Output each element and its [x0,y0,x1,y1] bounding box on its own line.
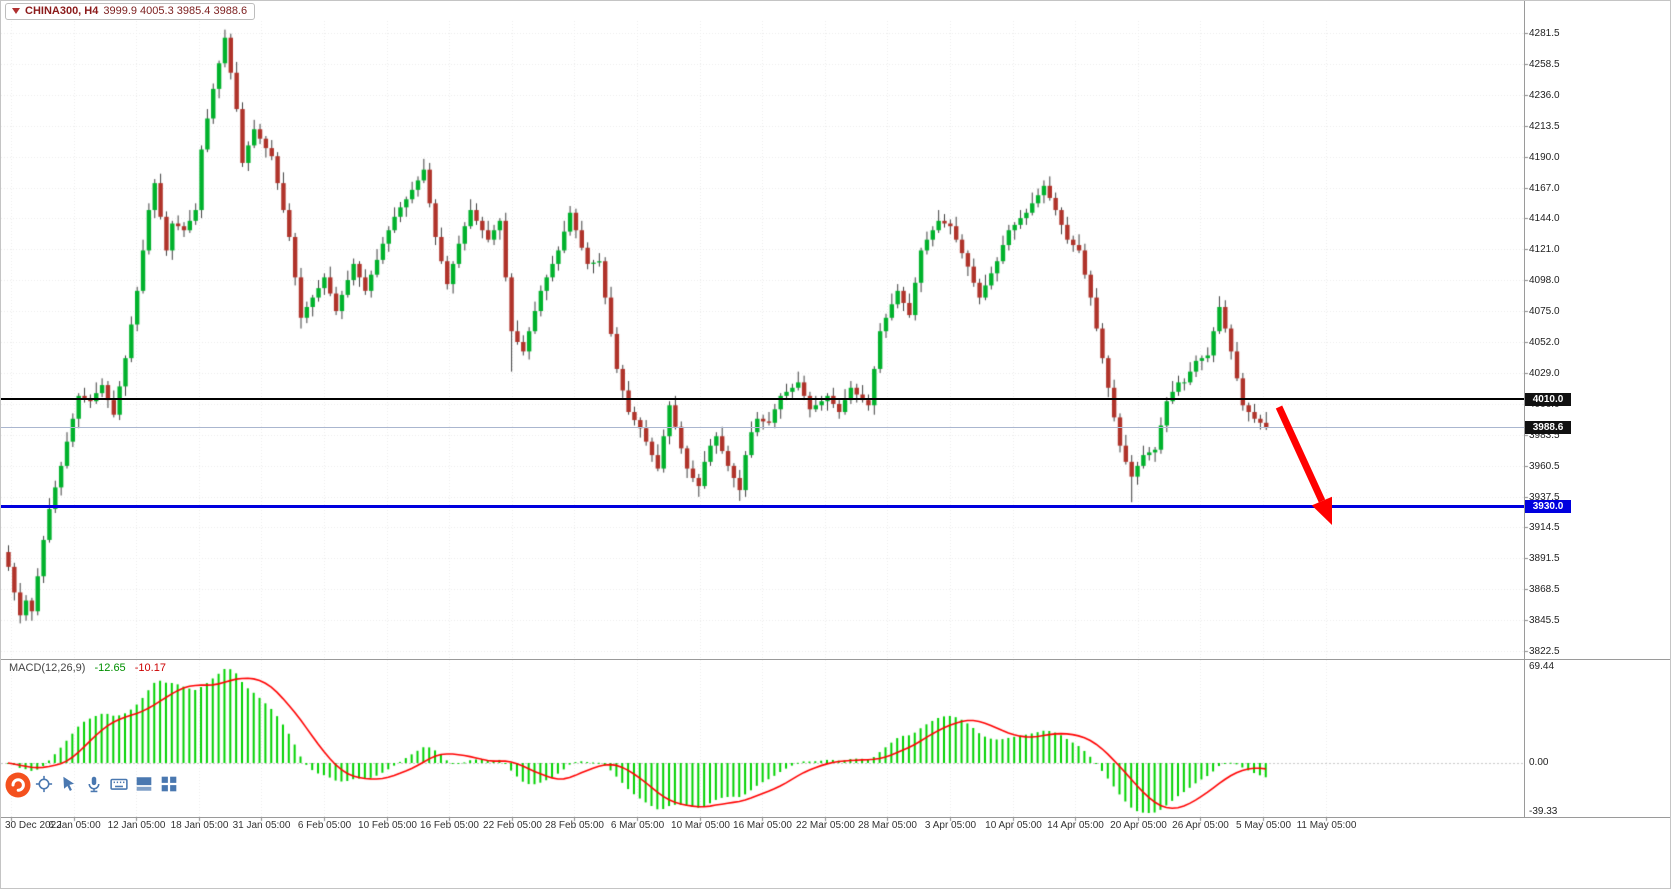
time-tick-label: 6 Jan 05:00 [48,820,101,831]
time-tick-label: 12 Jan 05:00 [107,820,166,831]
price-tick-label: 4029.0 [1529,367,1560,379]
indicator-main-value: -12.65 [94,662,126,674]
time-tick-label: 10 Apr 05:00 [985,820,1042,831]
price-tick-label: 4098.0 [1529,274,1560,286]
price-tick-label: 4213.5 [1529,120,1560,132]
price-tick-label: 4281.5 [1529,27,1560,39]
time-tick-label: 16 Feb 05:00 [420,820,479,831]
keyboard-icon[interactable] [110,775,128,793]
price-tick-label: 4144.0 [1529,212,1560,224]
recorder-logo[interactable] [4,771,32,799]
time-tick-label: 26 Apr 05:00 [1172,820,1229,831]
symbol-dropdown-icon [12,8,20,14]
current-price-badge: 3988.6 [1525,421,1571,435]
price-tick-label: 3960.5 [1529,460,1560,472]
time-tick-label: 22 Feb 05:00 [483,820,542,831]
time-tick-label: 20 Apr 05:00 [1110,820,1167,831]
time-tick-label: 6 Feb 05:00 [297,820,352,831]
price-tick-label: 4258.5 [1529,58,1560,70]
time-tick-label: 10 Feb 05:00 [358,820,417,831]
price-tick-label: 4167.0 [1529,182,1560,194]
price-tick-label: 3822.5 [1529,645,1560,657]
microphone-icon[interactable] [85,775,103,793]
macd-timeaxis-separator [1,817,1670,818]
time-tick-label: 14 Apr 05:00 [1047,820,1104,831]
price-tick-label: 3983.5 [1529,429,1560,441]
time-tick-label: 31 Jan 05:00 [232,820,291,831]
indicator-legend: MACD(12,26,9) -12.65 -10.17 [9,662,166,674]
crosshair-icon[interactable] [35,775,53,793]
price-tick-label: 3891.5 [1529,552,1560,564]
macd-tick-label: 0.00 [1529,757,1549,768]
cursor-icon[interactable] [60,775,78,793]
window-grid-icon[interactable] [160,775,178,793]
symbol-timeframe-label: CHINA300, H4 [25,5,99,17]
time-tick-label: 16 Mar 05:00 [733,820,792,831]
indicator-window-icon[interactable] [135,775,153,793]
price-tick-label: 3914.5 [1529,521,1560,533]
support-line[interactable] [1,505,1524,509]
price-tick-label: 4190.0 [1529,151,1560,163]
price-tick-label: 3845.5 [1529,614,1560,626]
price-tick-label: 4236.0 [1529,89,1560,101]
time-tick-label: 3 Apr 05:00 [924,820,977,831]
chart-toolbar [35,775,178,793]
ohlc-values-label: 3999.9 4005.3 3985.4 3988.6 [103,5,248,17]
price-tick-label: 3937.5 [1529,491,1560,503]
time-tick-label: 28 Feb 05:00 [545,820,604,831]
time-tick-label: 5 May 05:00 [1235,820,1292,831]
main-macd-separator [1,659,1670,660]
time-tick-label: 18 Jan 05:00 [170,820,229,831]
symbol-info-tab[interactable]: CHINA300, H4 3999.9 4005.3 3985.4 3988.6 [5,3,256,20]
price-tick-label: 4075.0 [1529,305,1560,317]
time-tick-label: 10 Mar 05:00 [671,820,730,831]
time-tick-label: 11 May 05:00 [1296,820,1357,831]
support-price-badge: 3930.0 [1525,500,1571,514]
resistance-price-badge: 4010.0 [1525,392,1571,406]
price-tick-label: 3868.5 [1529,583,1560,595]
time-tick-label: 30 Dec 2022 [5,820,62,831]
time-tick-label: 6 Mar 05:00 [610,820,665,831]
macd-tick-label: 69.44 [1529,661,1555,672]
macd-tick-label: -39.33 [1529,806,1558,817]
price-axis-separator [1524,1,1525,817]
current-price-line [1,427,1524,429]
indicator-signal-value: -10.17 [134,662,166,674]
price-tick-label: 4121.0 [1529,243,1560,255]
time-tick-label: 22 Mar 05:00 [796,820,855,831]
time-tick-label: 28 Mar 05:00 [858,820,917,831]
indicator-name-label: MACD(12,26,9) [9,662,86,674]
resistance-line[interactable] [1,397,1524,400]
price-tick-label: 4052.0 [1529,336,1560,348]
